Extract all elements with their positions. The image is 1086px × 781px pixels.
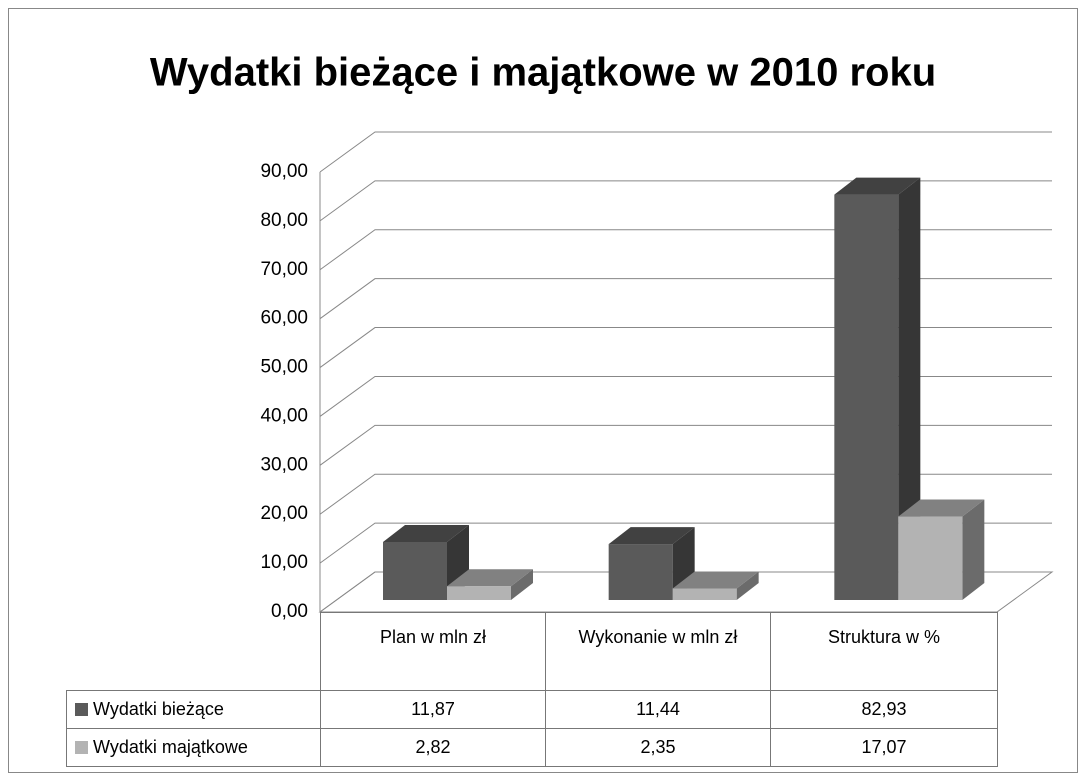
bar <box>672 588 737 600</box>
bar-side <box>898 177 921 600</box>
grid-line <box>319 278 1052 320</box>
table-row: Wydatki bieżące 11,87 11,44 82,93 <box>66 690 998 729</box>
grid-line <box>319 327 1052 368</box>
legend-label: Wydatki bieżące <box>93 699 224 719</box>
legend-entry: Wydatki majątkowe <box>66 728 321 767</box>
bar-side <box>962 499 985 600</box>
y-tick-label: 30,00 <box>260 454 308 475</box>
grid-line <box>319 131 1052 173</box>
bar-top <box>898 499 985 517</box>
value-label: 17,07 <box>770 728 998 767</box>
data-table: Plan w mln zł Wykonanie w mln zł Struktura… <box>66 612 998 767</box>
y-tick-label: 80,00 <box>260 210 308 231</box>
y-tick-label: 40,00 <box>260 405 308 426</box>
value-label: 82,93 <box>770 690 998 729</box>
value-label: 2,35 <box>545 728 771 767</box>
bar-side <box>511 569 533 600</box>
grid-line <box>319 375 1052 417</box>
grid-line <box>319 424 1052 466</box>
legend-key <box>75 741 88 754</box>
value-label: 11,87 <box>320 690 546 729</box>
legend-label: Wydatki majątkowe <box>93 737 248 757</box>
value-label: 2,82 <box>320 728 546 767</box>
bar <box>447 586 511 600</box>
y-tick-label: 70,00 <box>260 259 308 280</box>
grid-line <box>319 473 1052 515</box>
table-header-row: Plan w mln zł Wykonanie w mln zł Struktura… <box>66 612 998 691</box>
y-tick-label: 60,00 <box>260 308 308 329</box>
grid-line <box>319 229 1052 271</box>
value-label: 11,44 <box>545 690 771 729</box>
chart-title: Wydatki bieżące i majątkowe w 2010 roku <box>150 51 936 95</box>
bar-top <box>672 571 759 589</box>
bar-top <box>608 527 695 545</box>
bar <box>898 516 963 600</box>
legend-key <box>75 703 88 716</box>
grid-line <box>319 571 1052 613</box>
category-label: Struktura w % <box>770 612 998 691</box>
y-tick-label: 10,00 <box>260 552 308 573</box>
bar-top <box>834 177 921 195</box>
grid-line <box>319 522 1052 564</box>
table-blank-cell <box>66 612 321 691</box>
bar <box>608 544 673 600</box>
bar-top <box>383 524 469 542</box>
legend-entry: Wydatki bieżące <box>66 690 321 729</box>
bar <box>834 194 899 600</box>
y-tick-label: 50,00 <box>260 357 308 378</box>
y-tick-label: 20,00 <box>260 503 308 524</box>
bar-side <box>736 571 759 600</box>
category-label: Plan w mln zł <box>320 612 546 691</box>
bar-top <box>447 569 533 587</box>
grid-line <box>319 180 1052 222</box>
bar <box>383 541 447 600</box>
table-row: Wydatki majątkowe 2,82 2,35 17,07 <box>66 728 998 767</box>
y-tick-label: 90,00 <box>260 161 308 182</box>
category-label: Wykonanie w mln zł <box>545 612 771 691</box>
